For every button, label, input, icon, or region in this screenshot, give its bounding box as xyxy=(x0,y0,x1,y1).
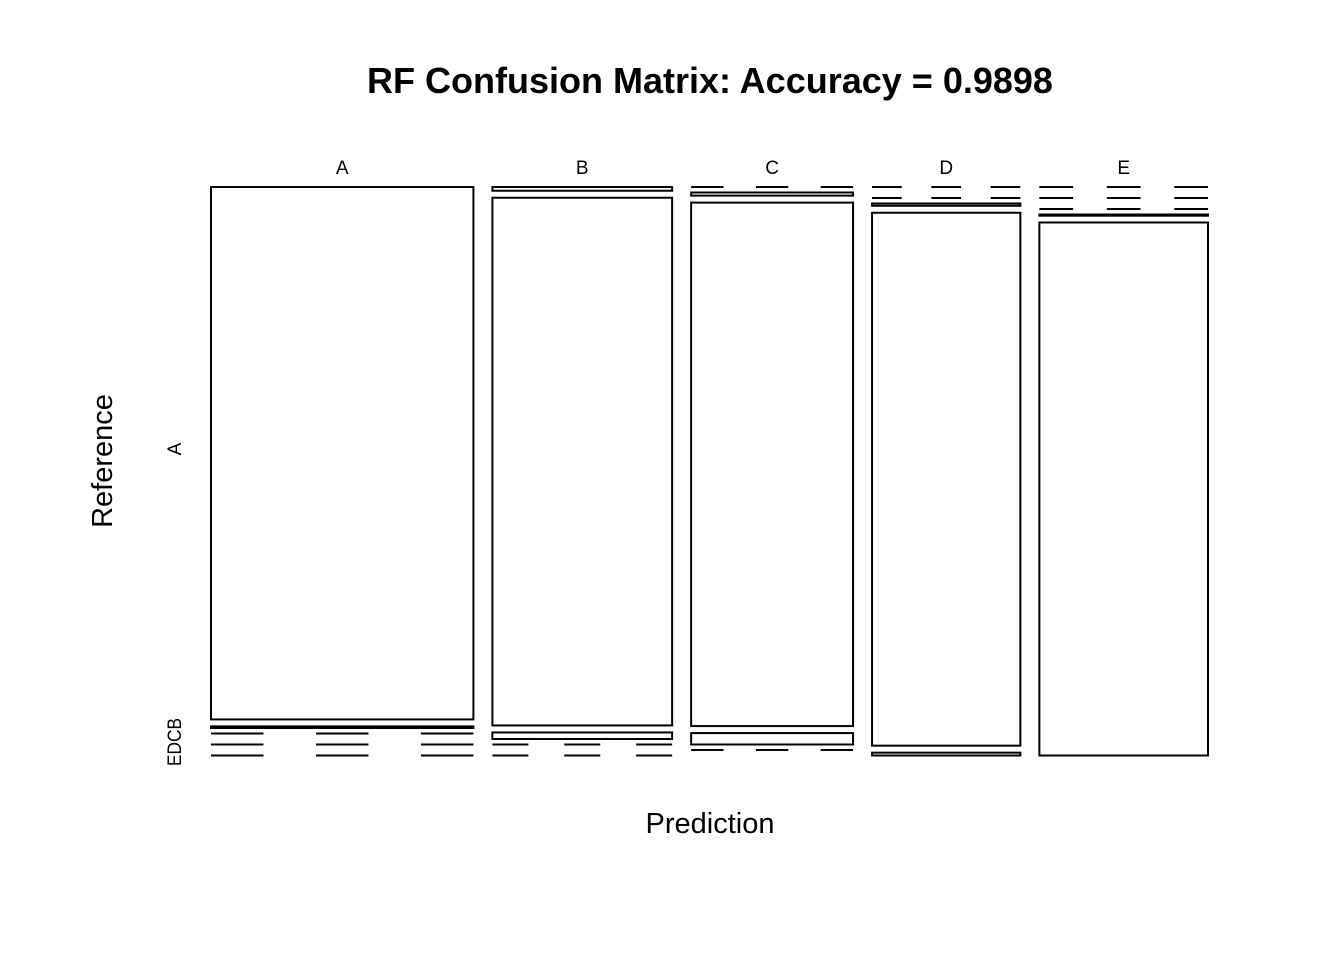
x-tick-label-A: A xyxy=(336,158,349,179)
x-tick-label-E: E xyxy=(1117,158,1130,179)
cell-D-C xyxy=(690,732,855,746)
x-tick-label-C: C xyxy=(765,158,779,179)
cell-C-D xyxy=(871,202,1022,207)
chart-title: RF Confusion Matrix: Accuracy = 0.9898 xyxy=(367,60,1053,101)
x-axis-title: Prediction xyxy=(646,808,775,840)
y-tick-label-A: A xyxy=(165,442,186,455)
x-tick-labels: A B C D E xyxy=(336,158,1130,179)
mosaic-cells xyxy=(210,186,1210,757)
cell-D-D xyxy=(871,211,1022,747)
cell-C-B xyxy=(491,731,674,741)
x-tick-label-B: B xyxy=(576,158,589,179)
x-tick-label-D: D xyxy=(939,158,953,179)
y-axis-title: Reference xyxy=(87,394,119,528)
cell-E-E xyxy=(1038,221,1210,757)
cell-A-B xyxy=(491,186,674,192)
cell-B-A xyxy=(210,725,475,730)
cell-C-C xyxy=(690,201,855,728)
y-tick-label-edcb: EDCB xyxy=(165,718,186,766)
cell-A-A xyxy=(210,186,475,721)
cell-D-E xyxy=(1038,213,1210,217)
cell-B-B xyxy=(491,196,674,727)
cell-B-C xyxy=(690,191,855,197)
cell-E-D xyxy=(871,751,1022,757)
